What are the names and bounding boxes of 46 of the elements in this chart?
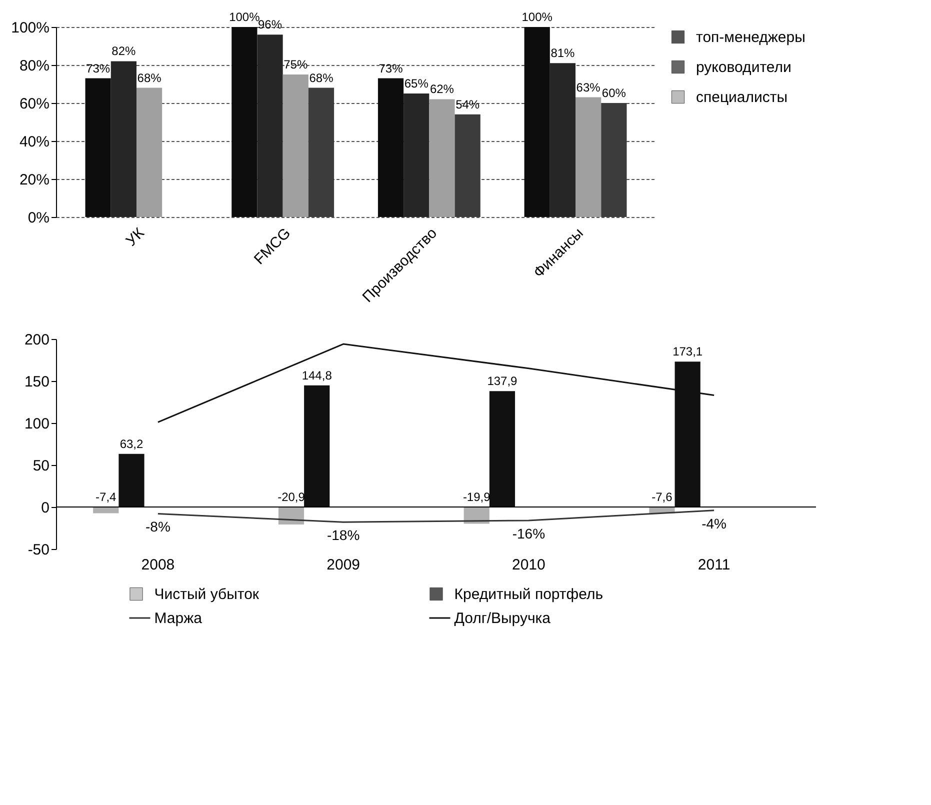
data-label: 63,2 [120,436,144,451]
legend-label: руководители [696,59,792,76]
legend-label: специалисты [696,89,788,106]
legend-label: топ-менеджеры [696,29,806,46]
y-tick-label: 150 [24,374,50,390]
data-label: -8% [146,518,170,535]
data-label: 144,8 [302,368,332,382]
data-label: 65% [404,76,429,90]
data-label: -18% [326,527,360,544]
y-tick-label: 20% [19,172,50,188]
x-tick-label: 2008 [141,556,175,574]
data-label: 62% [430,82,454,96]
data-label: -7,4 [96,490,117,504]
data-label: 68% [137,70,162,85]
y-tick-label: -50 [28,542,50,558]
data-label: 75% [284,58,308,72]
y-tick-label: 50 [32,458,50,474]
y-tick-label: 200 [24,332,50,348]
x-tick-label: УК [122,224,148,250]
legend-label: Маржа [154,610,203,627]
x-tick-label: 2011 [698,556,730,574]
data-label: -4% [702,515,726,532]
y-tick-label: 100% [11,20,50,36]
data-label: 173,1 [672,344,703,359]
legend-label: Кредитный портфель [454,586,604,603]
data-label: 63% [576,80,601,94]
y-tick-label: 80% [19,58,50,74]
data-label: 81% [550,46,576,60]
y-tick-label: 60% [19,96,50,112]
data-label: -7,6 [652,490,673,504]
data-label: 68% [309,70,334,85]
y-tick-label: 0% [28,210,50,226]
data-label: 82% [112,44,136,58]
x-tick-label: 2010 [512,556,546,574]
x-tick-label: 2009 [326,556,360,574]
y-tick-label: 100 [24,416,50,432]
data-label: 96% [258,18,282,32]
data-label: 100% [522,10,553,24]
data-label: 73% [378,61,404,76]
y-tick-label: 0 [41,500,50,516]
data-label: 137,9 [487,374,518,388]
legend-label: Чистый убыток [154,586,260,603]
data-label: 60% [602,86,626,100]
y-tick-label: 40% [19,134,50,150]
legend-label: Долг/Выручка [454,610,552,627]
data-label: -16% [512,525,546,542]
